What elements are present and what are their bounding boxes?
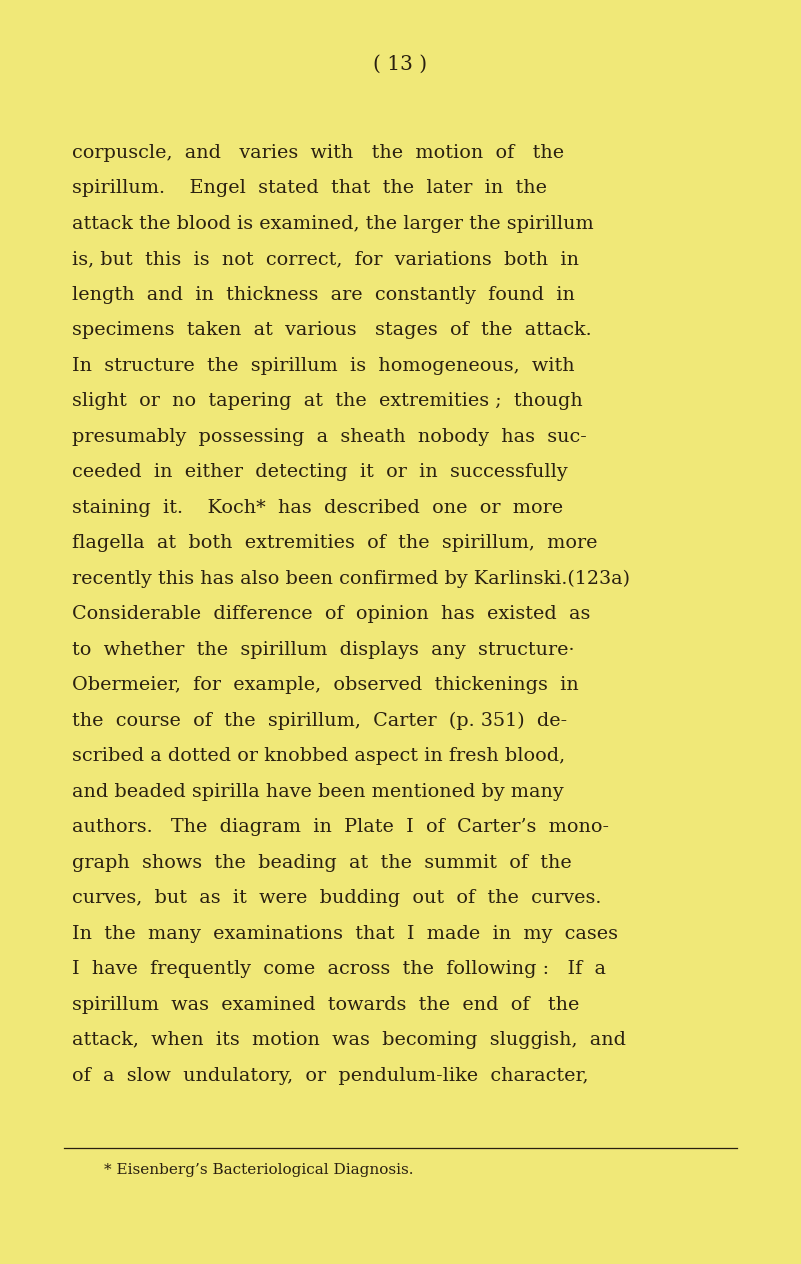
Text: recently this has also been confirmed by Karlinski.(123a): recently this has also been confirmed by… <box>72 570 630 588</box>
Text: Considerable  difference  of  opinion  has  existed  as: Considerable difference of opinion has e… <box>72 605 590 623</box>
Text: specimens  taken  at  various   stages  of  the  attack.: specimens taken at various stages of the… <box>72 321 592 339</box>
Text: In  the  many  examinations  that  I  made  in  my  cases: In the many examinations that I made in … <box>72 925 618 943</box>
Text: corpuscle,  and   varies  with   the  motion  of   the: corpuscle, and varies with the motion of… <box>72 144 564 162</box>
Text: I  have  frequently  come  across  the  following :   If  a: I have frequently come across the follow… <box>72 961 606 978</box>
Text: ( 13 ): ( 13 ) <box>373 56 428 75</box>
Text: and beaded spirilla have been mentioned by many: and beaded spirilla have been mentioned … <box>72 782 564 801</box>
Text: spirillum  was  examined  towards  the  end  of   the: spirillum was examined towards the end o… <box>72 996 579 1014</box>
Text: attack the blood is examined, the larger the spirillum: attack the blood is examined, the larger… <box>72 215 594 233</box>
Text: the  course  of  the  spirillum,  Carter  (p. 351)  de-: the course of the spirillum, Carter (p. … <box>72 712 567 731</box>
Text: ceeded  in  either  detecting  it  or  in  successfully: ceeded in either detecting it or in succ… <box>72 463 568 482</box>
Text: presumably  possessing  a  sheath  nobody  has  suc-: presumably possessing a sheath nobody ha… <box>72 427 587 446</box>
Text: to  whether  the  spirillum  displays  any  structure·: to whether the spirillum displays any st… <box>72 641 574 659</box>
Text: length  and  in  thickness  are  constantly  found  in: length and in thickness are constantly f… <box>72 286 575 303</box>
Text: is, but  this  is  not  correct,  for  variations  both  in: is, but this is not correct, for variati… <box>72 250 579 268</box>
Text: spirillum.    Engel  stated  that  the  later  in  the: spirillum. Engel stated that the later i… <box>72 179 547 197</box>
Text: authors.   The  diagram  in  Plate  I  of  Carter’s  mono-: authors. The diagram in Plate I of Carte… <box>72 818 609 837</box>
Text: graph  shows  the  beading  at  the  summit  of  the: graph shows the beading at the summit of… <box>72 853 572 872</box>
Text: attack,  when  its  motion  was  becoming  sluggish,  and: attack, when its motion was becoming slu… <box>72 1031 626 1049</box>
Text: of  a  slow  undulatory,  or  pendulum-like  character,: of a slow undulatory, or pendulum-like c… <box>72 1067 589 1085</box>
Text: In  structure  the  spirillum  is  homogeneous,  with: In structure the spirillum is homogeneou… <box>72 356 574 374</box>
Text: Obermeier,  for  example,  observed  thickenings  in: Obermeier, for example, observed thicken… <box>72 676 579 694</box>
Text: * Eisenberg’s Bacteriological Diagnosis.: * Eisenberg’s Bacteriological Diagnosis. <box>104 1163 413 1177</box>
Text: flagella  at  both  extremities  of  the  spirillum,  more: flagella at both extremities of the spir… <box>72 535 598 552</box>
Text: slight  or  no  tapering  at  the  extremities ;  though: slight or no tapering at the extremities… <box>72 392 583 411</box>
Text: curves,  but  as  it  were  budding  out  of  the  curves.: curves, but as it were budding out of th… <box>72 890 602 908</box>
Text: scribed a dotted or knobbed aspect in fresh blood,: scribed a dotted or knobbed aspect in fr… <box>72 747 566 765</box>
Text: staining  it.    Koch*  has  described  one  or  more: staining it. Koch* has described one or … <box>72 499 563 517</box>
